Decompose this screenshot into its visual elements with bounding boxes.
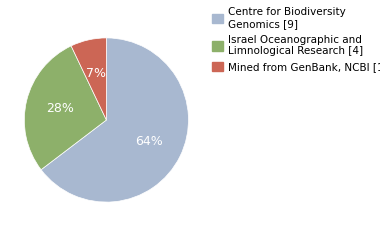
Legend: Centre for Biodiversity
Genomics [9], Israel Oceanographic and
Limnological Rese: Centre for Biodiversity Genomics [9], Is… [211,5,380,74]
Wedge shape [71,38,106,120]
Text: 64%: 64% [135,135,163,148]
Text: 28%: 28% [46,102,74,115]
Text: 7%: 7% [86,67,106,80]
Wedge shape [41,38,188,202]
Wedge shape [24,46,106,170]
